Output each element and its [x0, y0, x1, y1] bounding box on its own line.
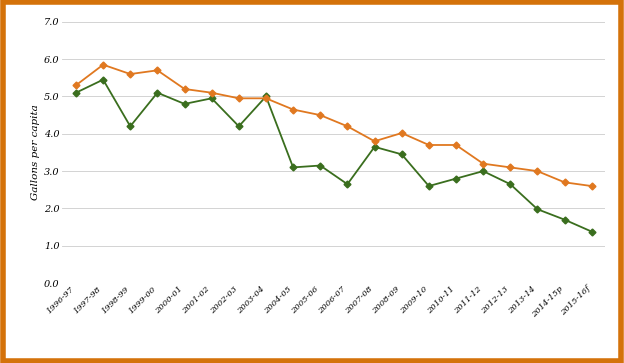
U.S. Presumed Consumption Per Capita — [534, 169, 541, 173]
U.S. Presumed Consumption Per Capita — [181, 87, 188, 91]
FL Production Per Capita — [127, 124, 134, 129]
FL Production Per Capita — [181, 102, 188, 106]
U.S. Presumed Consumption Per Capita — [99, 62, 107, 67]
U.S. Presumed Consumption Per Capita — [588, 184, 595, 188]
FL Production Per Capita — [208, 96, 215, 101]
FL Production Per Capita — [398, 152, 406, 156]
FL Production Per Capita — [507, 182, 514, 186]
U.S. Presumed Consumption Per Capita — [235, 96, 243, 101]
U.S. Presumed Consumption Per Capita — [452, 143, 460, 147]
U.S. Presumed Consumption Per Capita — [72, 83, 80, 87]
U.S. Presumed Consumption Per Capita — [561, 180, 568, 184]
U.S. Presumed Consumption Per Capita — [262, 96, 270, 101]
U.S. Presumed Consumption Per Capita — [398, 131, 406, 135]
U.S. Presumed Consumption Per Capita — [154, 68, 161, 73]
U.S. Presumed Consumption Per Capita — [507, 165, 514, 170]
U.S. Presumed Consumption Per Capita — [344, 124, 351, 129]
FL Production Per Capita — [588, 229, 595, 234]
FL Production Per Capita — [235, 124, 243, 129]
Line: U.S. Presumed Consumption Per Capita: U.S. Presumed Consumption Per Capita — [74, 62, 594, 188]
FL Production Per Capita — [371, 145, 378, 149]
Line: FL Production Per Capita: FL Production Per Capita — [74, 77, 594, 234]
FL Production Per Capita — [344, 182, 351, 186]
FL Production Per Capita — [290, 165, 297, 170]
FL Production Per Capita — [72, 90, 80, 95]
U.S. Presumed Consumption Per Capita — [316, 113, 324, 117]
FL Production Per Capita — [561, 217, 568, 222]
U.S. Presumed Consumption Per Capita — [208, 90, 215, 95]
FL Production Per Capita — [154, 90, 161, 95]
FL Production Per Capita — [262, 94, 270, 99]
FL Production Per Capita — [99, 77, 107, 82]
FL Production Per Capita — [534, 207, 541, 211]
U.S. Presumed Consumption Per Capita — [479, 162, 487, 166]
FL Production Per Capita — [452, 176, 460, 181]
U.S. Presumed Consumption Per Capita — [127, 72, 134, 76]
Y-axis label: Gallons per capita: Gallons per capita — [31, 105, 40, 200]
U.S. Presumed Consumption Per Capita — [425, 143, 432, 147]
U.S. Presumed Consumption Per Capita — [290, 107, 297, 112]
FL Production Per Capita — [316, 163, 324, 168]
FL Production Per Capita — [425, 184, 432, 188]
U.S. Presumed Consumption Per Capita — [371, 139, 378, 143]
FL Production Per Capita — [479, 169, 487, 173]
